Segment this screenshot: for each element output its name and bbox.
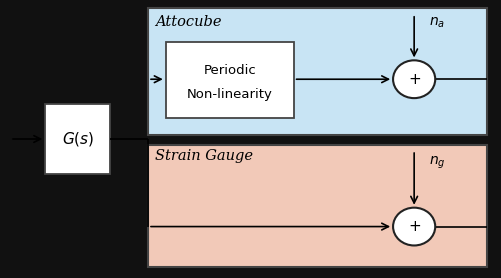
- Text: Strain Gauge: Strain Gauge: [154, 149, 252, 163]
- Text: Attocube: Attocube: [154, 15, 220, 29]
- FancyBboxPatch shape: [165, 42, 293, 118]
- FancyBboxPatch shape: [148, 145, 486, 267]
- Ellipse shape: [392, 60, 434, 98]
- Text: $+$: $+$: [407, 72, 420, 87]
- FancyBboxPatch shape: [148, 8, 486, 135]
- Ellipse shape: [392, 208, 434, 245]
- Text: $n_a$: $n_a$: [428, 15, 444, 30]
- Text: Periodic: Periodic: [203, 64, 256, 77]
- Text: $G(s)$: $G(s)$: [62, 130, 94, 148]
- Text: $+$: $+$: [407, 219, 420, 234]
- Text: $n_g$: $n_g$: [428, 154, 445, 171]
- FancyBboxPatch shape: [45, 104, 110, 174]
- Text: Non-linearity: Non-linearity: [186, 88, 273, 101]
